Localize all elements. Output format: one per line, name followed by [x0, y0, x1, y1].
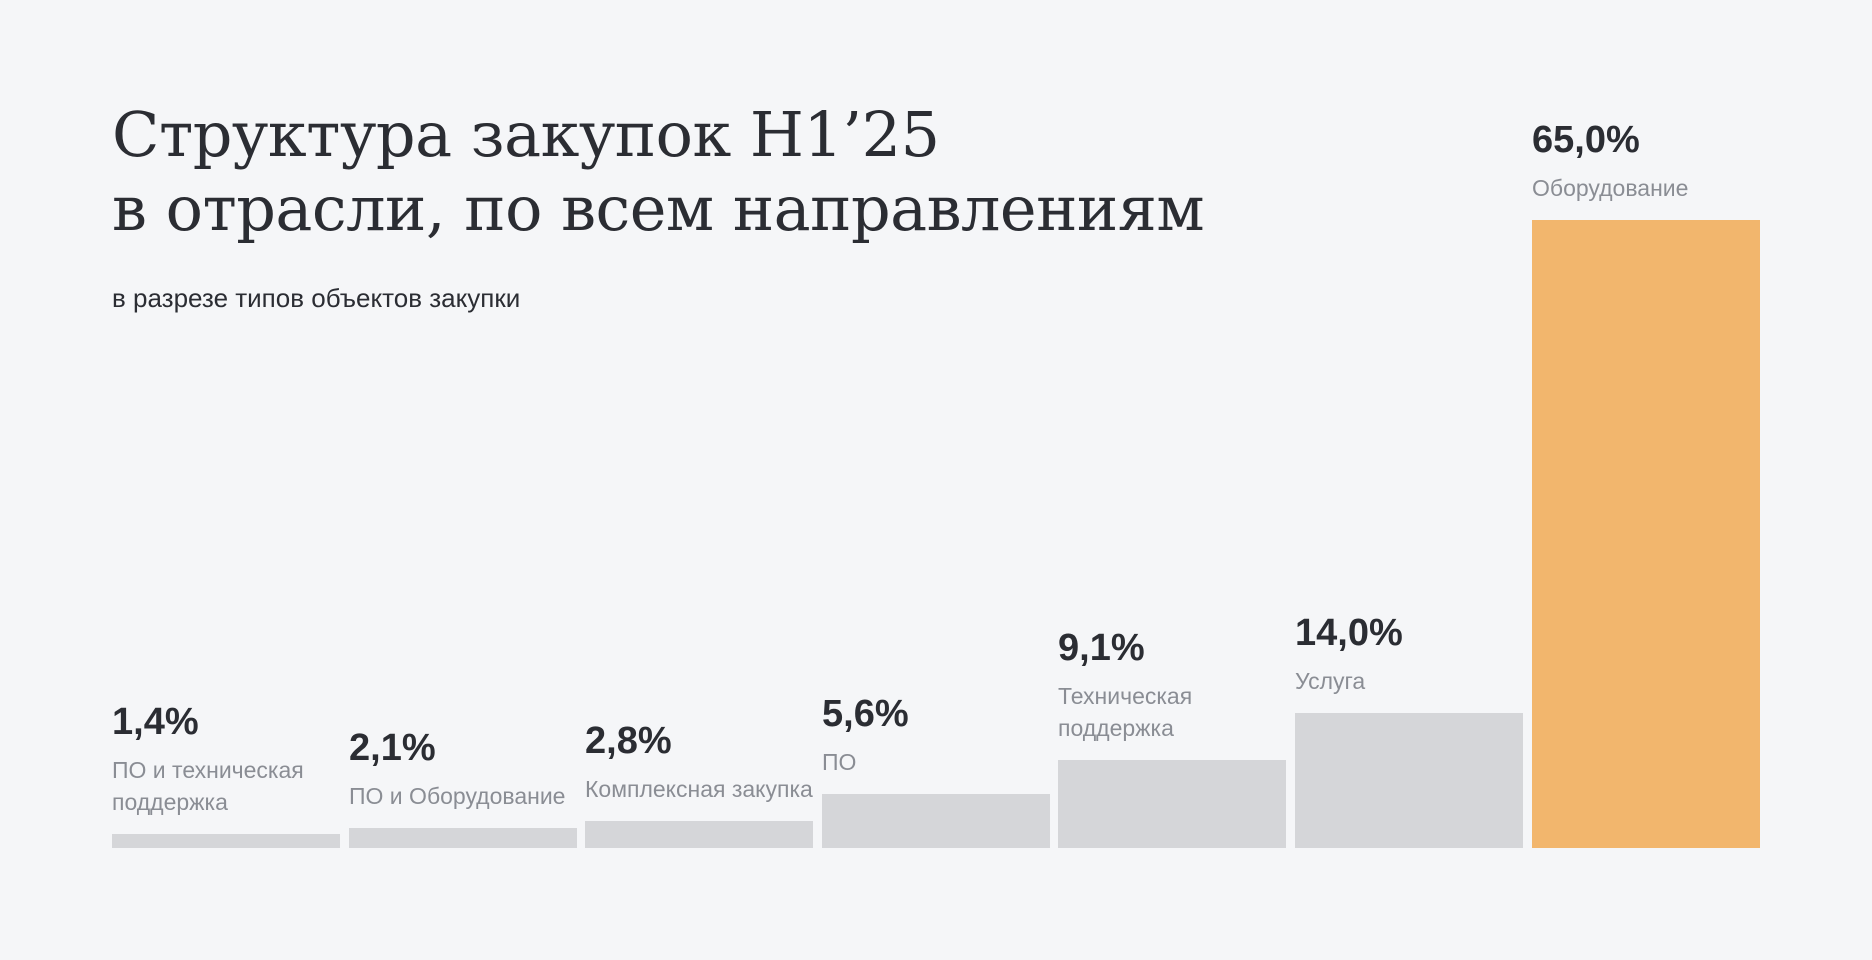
bar-label: 65,0% Оборудование	[1532, 118, 1772, 204]
data-label: 14,0%	[1295, 611, 1403, 654]
bar	[1295, 712, 1523, 848]
category-label: Комплексная закупка	[585, 775, 813, 802]
data-label: 1,4%	[112, 701, 199, 744]
bar-label: 2,1% ПО и Оборудование	[349, 726, 589, 812]
bar-label: 14,0% Услуга	[1295, 611, 1535, 697]
data-label: 2,8%	[585, 719, 672, 762]
bar	[112, 834, 340, 848]
bar-label: 5,6% ПО	[822, 692, 1062, 778]
category-label: Услуга	[1295, 667, 1366, 694]
category-label: ПО	[822, 748, 857, 775]
bar	[585, 820, 813, 848]
bar-label: 9,1% Техническая поддержка	[1058, 626, 1298, 744]
category-label: ПО и техническая поддержка	[112, 757, 304, 816]
data-label: 9,1%	[1058, 627, 1145, 670]
bar	[822, 793, 1050, 848]
bar	[349, 827, 577, 848]
chart-subtitle: в разрезе типов объектов закупки	[112, 283, 521, 313]
bar	[1058, 760, 1286, 848]
bar	[1532, 220, 1760, 848]
bar-label: 1,4% ПО и техническая поддержка	[112, 700, 352, 818]
data-label: 5,6%	[822, 692, 909, 735]
chart-title-line-1: Структура закупок H1’25	[112, 98, 940, 171]
data-label: 65,0%	[1532, 119, 1640, 161]
chart-title: Структура закупок H1’25 в отрасли, по вс…	[112, 98, 1205, 246]
category-label: ПО и Оборудование	[349, 782, 566, 809]
category-label: Оборудование	[1532, 175, 1689, 201]
bar-label: 2,8% Комплексная закупка	[585, 719, 825, 805]
chart-title-line-2: в отрасли, по всем направлениям	[112, 172, 1205, 245]
data-label: 2,1%	[349, 726, 436, 769]
category-label: Техническая поддержка	[1058, 683, 1193, 742]
